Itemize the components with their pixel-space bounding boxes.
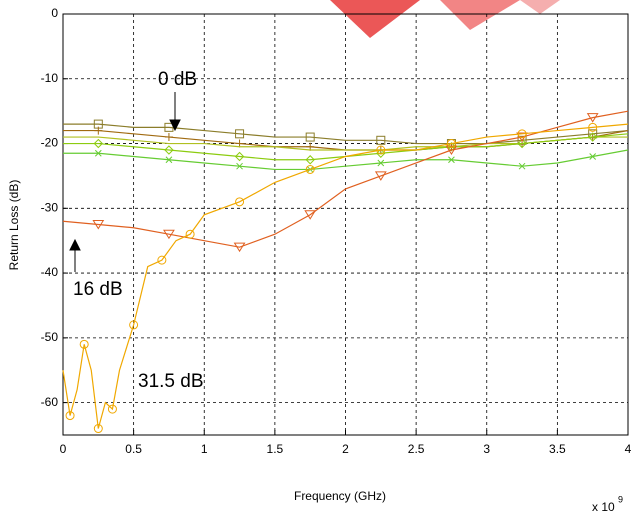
marker [233,242,246,253]
marker [93,424,103,434]
marker [517,129,527,139]
marker [94,149,102,157]
x-tick-label: 3 [483,442,490,456]
series-line [63,123,629,145]
marker [518,162,526,170]
marker [588,122,598,132]
x-tick-label: 0 [60,442,67,456]
x-tick-label: 3.5 [549,442,566,456]
marker [448,156,455,164]
marker [305,164,315,174]
series-line [62,110,629,248]
marker [446,142,457,152]
marker [377,159,385,167]
marker [589,153,597,160]
marker [163,229,175,240]
y-tick-label: -20 [41,136,59,150]
marker [79,339,89,349]
x-axis-label: Frequency (GHz) [294,489,386,503]
y-axis-label: Return Loss (dB) [7,180,21,271]
marker [305,132,315,142]
x-tick-label: 1 [201,442,208,456]
y-tick-label: -40 [41,265,59,279]
x-tick-label: 2.5 [408,442,425,456]
series-layer [62,110,629,434]
marker [165,156,173,164]
y-tick-label: 0 [51,6,58,20]
y-tick-label: -60 [41,395,59,409]
marker [236,162,243,170]
x-tick-label: 0.5 [125,442,142,456]
series-line [62,123,629,429]
marker [129,320,139,330]
marker [164,145,174,155]
marker [445,145,458,155]
marker [376,148,386,158]
marker [304,210,317,220]
y-tick-label: -30 [41,200,59,214]
arrow [69,238,81,272]
marker [517,138,527,149]
marker [107,404,117,414]
annotation: 16 dB [73,279,123,300]
y-tick-label: -50 [41,330,59,344]
marker [305,155,315,165]
marker [92,220,105,230]
marker [234,151,245,162]
x-tick-label: 2 [342,442,349,456]
grid [62,13,629,435]
arrow [169,92,181,132]
marker [376,135,386,145]
series-line [63,149,629,171]
annotation: 31.5 dB [138,371,204,392]
watermark [330,0,560,38]
marker [93,138,104,149]
marker [164,133,173,142]
x-scale-base: x 10 [592,500,615,514]
marker [185,229,195,239]
marker [586,113,599,123]
marker [235,197,245,207]
marker [587,132,598,142]
x-tick-label: 1.5 [267,442,284,456]
marker [164,122,174,132]
marker [235,129,245,139]
marker [65,411,75,421]
x-scale-exponent: 9 [618,494,623,504]
annotation: 0 dB [158,69,197,90]
marker [157,255,167,265]
marker [376,145,386,155]
x-tick-label: 4 [625,442,631,456]
y-tick-label: -10 [41,71,59,85]
marker [446,139,456,149]
marker [374,171,387,181]
marker [94,126,103,135]
